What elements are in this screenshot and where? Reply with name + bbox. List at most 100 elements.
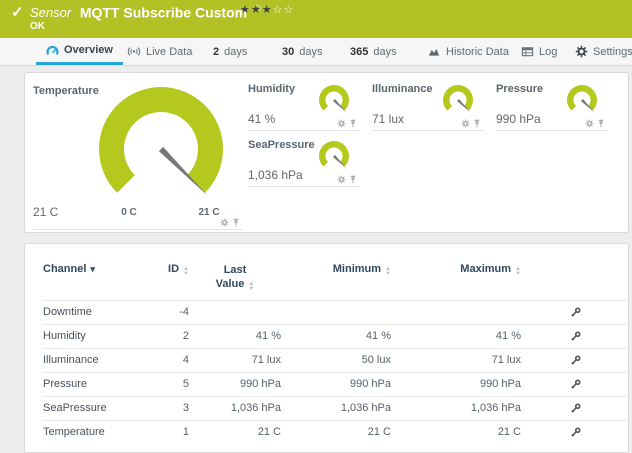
gauge-scale-max: 21 C <box>198 207 220 218</box>
gauge-title: Temperature <box>33 85 99 97</box>
minimum-cell: 1,036 hPa <box>340 402 391 415</box>
tab-2-days[interactable]: 2 days <box>213 45 248 58</box>
gauge-dial <box>319 84 349 112</box>
gauge-dial <box>319 140 349 168</box>
channel-name-cell[interactable]: Downtime <box>43 306 92 319</box>
column-header-channel[interactable]: Channel ▾ <box>43 263 95 275</box>
gauge-cell: Pressure 990 hPa <box>496 81 608 131</box>
tab-live-data[interactable]: Live Data <box>117 38 202 65</box>
gauge-cell: SeaPressure 1,036 hPa <box>248 137 360 187</box>
channel-name-cell[interactable]: Illuminance <box>43 354 99 367</box>
channel-id-cell: 5 <box>182 378 189 391</box>
star-rating: ★★★☆☆ <box>240 3 294 16</box>
minimum-cell: 21 C <box>367 426 391 439</box>
column-header-maximum[interactable]: Maximum ▲ ▼ <box>460 263 521 277</box>
pin-icon[interactable] <box>232 218 240 227</box>
gauge-title: Illuminance <box>372 83 433 95</box>
log-table-icon <box>521 47 534 57</box>
tab-30-days[interactable]: 30 days <box>282 45 323 58</box>
flag-icon[interactable]: ⚐ <box>253 4 263 15</box>
column-header-id[interactable]: ID ▲ ▼ <box>168 263 189 277</box>
gauges-panel: Temperature 0 C 21 C 21 C Humidity 41 % <box>24 72 629 233</box>
star-icon[interactable]: ★ <box>250 4 262 16</box>
broadcast-icon <box>127 47 141 56</box>
last-value-cell: 1,036 hPa <box>230 402 281 415</box>
gauge-settings-gear-icon[interactable] <box>337 175 346 184</box>
table-row: Pressure 5 990 hPa 990 hPa 990 hPa <box>43 372 629 396</box>
last-value-cell: 41 % <box>255 330 281 343</box>
gauge-title: Humidity <box>248 83 296 95</box>
gauge-value: 1,036 hPa <box>248 168 303 182</box>
gear-icon <box>575 45 588 58</box>
channel-settings-wrench-icon[interactable] <box>570 331 581 342</box>
maximum-cell: 21 C <box>497 426 521 439</box>
status-ok-check-icon: ✓ <box>11 4 24 21</box>
maximum-cell: 1,036 hPa <box>470 402 521 415</box>
sort-caret-icon: ▾ <box>90 264 95 274</box>
channel-name-cell[interactable]: Humidity <box>43 330 86 343</box>
channel-table-body: Downtime -4 Humidity 2 41 % 41 % 41 % Il… <box>43 300 629 444</box>
channel-id-cell: 3 <box>182 402 189 415</box>
star-icon[interactable]: ☆ <box>272 4 284 16</box>
gauge-scale-min: 0 C <box>121 207 137 218</box>
star-icon[interactable]: ★ <box>261 4 273 16</box>
column-header-actions <box>521 244 629 300</box>
tab-bar: Overview Live Data 2 days 30 days 365 da… <box>0 38 632 66</box>
minimum-cell: 41 % <box>365 330 391 343</box>
gauge-settings-gear-icon[interactable] <box>337 119 346 128</box>
tab-log[interactable]: Log <box>511 38 567 65</box>
channel-name-cell[interactable]: Pressure <box>43 378 88 391</box>
column-header-last-value[interactable]: Last Value ▲ ▼ <box>215 264 255 292</box>
sort-icon: ▲ ▼ <box>248 281 255 292</box>
tab-historic-data[interactable]: Historic Data <box>417 38 519 65</box>
gauge-value: 21 C <box>33 205 59 219</box>
gauge-value: 990 hPa <box>496 112 541 126</box>
column-header-minimum[interactable]: Minimum ▲ ▼ <box>332 263 391 277</box>
sort-icon: ▲ ▼ <box>183 266 189 277</box>
last-value-cell: 21 C <box>257 426 281 439</box>
channel-id-cell: 4 <box>182 354 189 367</box>
gauge-title: SeaPressure <box>248 139 315 151</box>
minimum-cell: 990 hPa <box>350 378 391 391</box>
pin-icon[interactable] <box>473 119 481 128</box>
sort-icon: ▲ ▼ <box>385 266 391 277</box>
pin-icon[interactable] <box>597 119 605 128</box>
object-kind-label: Sensor <box>30 5 72 21</box>
channel-table: Channel ▾ ID ▲ ▼ Last Value ▲ ▼ Minimum ▲ ▼ Max… <box>43 244 629 444</box>
channel-settings-wrench-icon[interactable] <box>570 379 581 390</box>
table-row: SeaPressure 3 1,036 hPa 1,036 hPa 1,036 … <box>43 396 629 420</box>
star-icon[interactable]: ☆ <box>283 4 295 16</box>
last-value-cell: 71 lux <box>251 354 281 367</box>
gauge-value: 41 % <box>248 112 276 126</box>
table-row: Humidity 2 41 % 41 % 41 % <box>43 324 629 348</box>
sort-icon: ▲ ▼ <box>515 266 521 277</box>
channel-settings-wrench-icon[interactable] <box>570 427 581 438</box>
channel-settings-wrench-icon[interactable] <box>570 403 581 414</box>
temperature-gauge-dial <box>99 86 223 196</box>
last-value-cell <box>189 300 281 324</box>
pin-icon[interactable] <box>349 175 357 184</box>
gauge-settings-gear-icon[interactable] <box>220 218 229 227</box>
channel-name-cell[interactable]: SeaPressure <box>43 402 107 415</box>
gauge-settings-gear-icon[interactable] <box>461 119 470 128</box>
star-icon[interactable]: ★ <box>240 4 251 16</box>
last-value-cell: 990 hPa <box>240 378 281 391</box>
channel-settings-wrench-icon[interactable] <box>570 355 581 366</box>
small-gauge-grid: Humidity 41 % Illuminance 71 lux <box>248 81 608 187</box>
channel-name-cell[interactable]: Temperature <box>43 426 105 439</box>
table-row: Downtime -4 <box>43 300 629 324</box>
gauge-dial <box>443 84 473 112</box>
tab-365-days[interactable]: 365 days <box>350 45 397 58</box>
tab-overview[interactable]: Overview <box>36 38 123 65</box>
gauge-icon <box>46 45 59 55</box>
primary-gauge-cell: Temperature 0 C 21 C 21 C <box>33 79 243 230</box>
maximum-cell <box>391 300 521 324</box>
gauge-settings-gear-icon[interactable] <box>585 119 594 128</box>
sensor-header: ✓ Sensor MQTT Subscribe Custom ⚐ ★★★☆☆ O… <box>0 0 632 38</box>
chart-icon <box>428 48 440 56</box>
tab-settings[interactable]: Settings <box>565 38 632 65</box>
maximum-cell: 71 lux <box>491 354 521 367</box>
channel-id-cell: 1 <box>182 426 189 439</box>
pin-icon[interactable] <box>349 119 357 128</box>
channel-settings-wrench-icon[interactable] <box>570 307 581 318</box>
